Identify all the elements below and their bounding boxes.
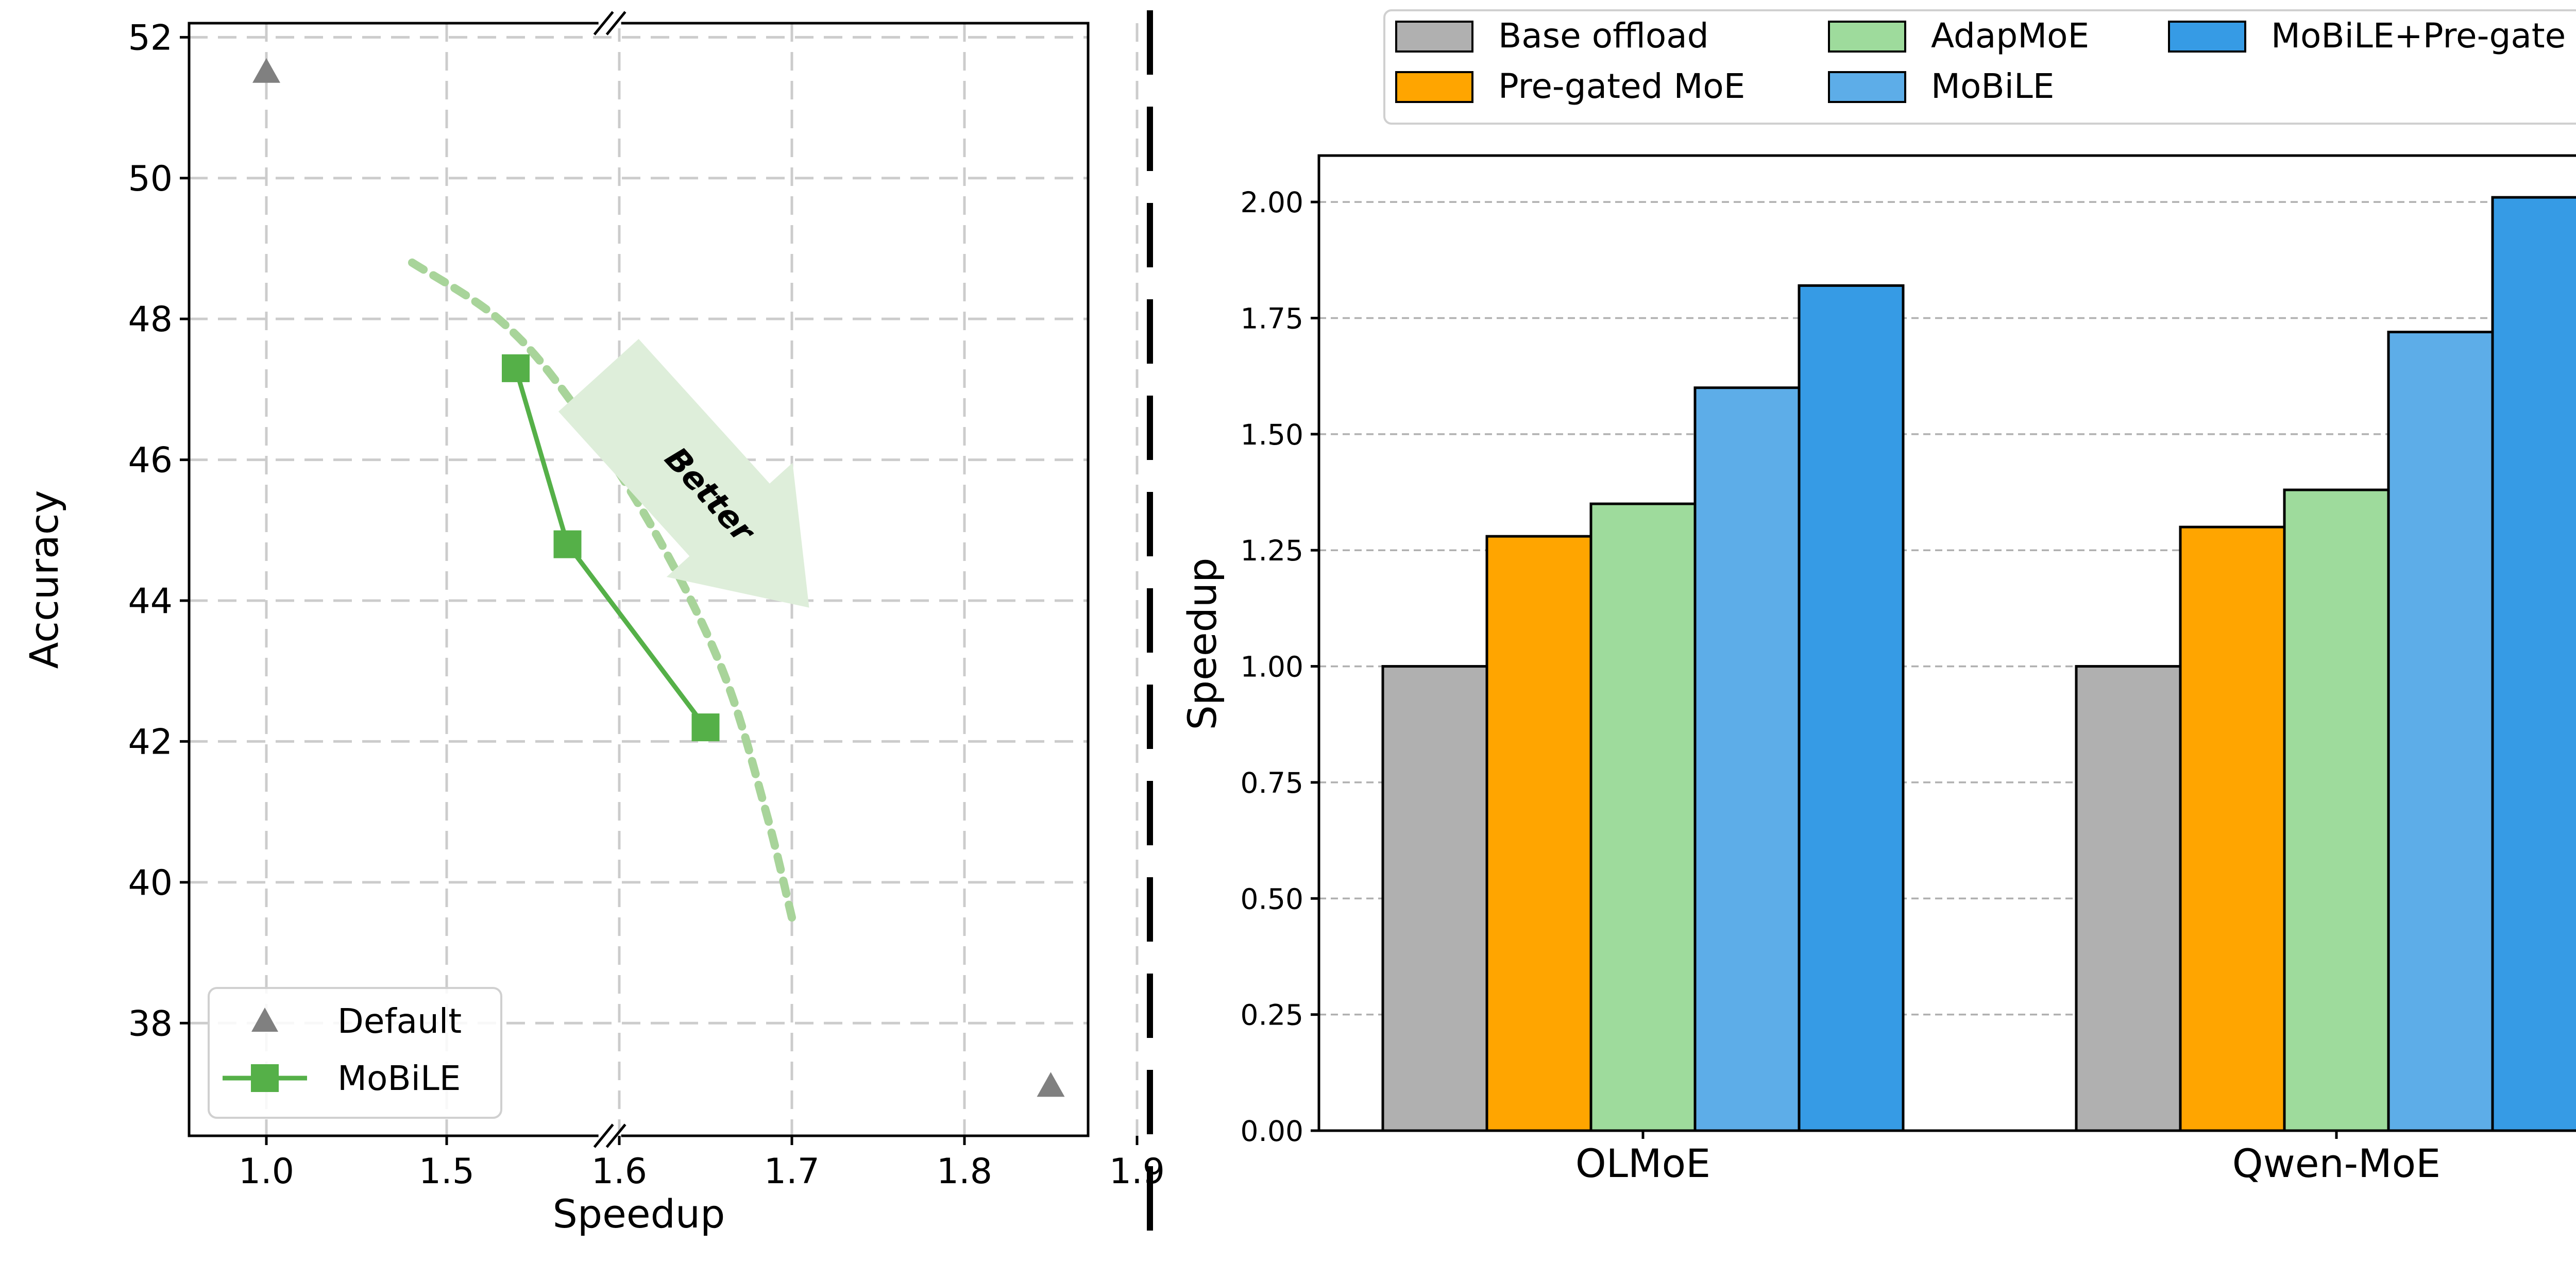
right-x-tick-label: OLMoE <box>1575 1140 1710 1186</box>
left-x-tick-label: 1.0 <box>239 1151 294 1192</box>
right-x-tick-label: Qwen-MoE <box>2232 1140 2441 1186</box>
right-y-tick-label: 0.75 <box>1241 766 1303 799</box>
left-y-ticks: 38 40 42 44 46 48 50 52 <box>128 18 189 1044</box>
right-y-tick-label: 1.75 <box>1241 302 1303 335</box>
legend-mobile-marker <box>251 1064 279 1092</box>
axis-break-slash <box>593 11 614 36</box>
default-point <box>1037 1072 1065 1097</box>
left-x-axis-label: Speedup <box>553 1191 725 1237</box>
left-x-tick-label: 1.7 <box>764 1151 820 1192</box>
right-y-tick-label: 2.00 <box>1241 186 1303 219</box>
bar-mobile <box>2387 331 2494 1132</box>
right-y-tick-label: 1.00 <box>1241 651 1303 684</box>
right-y-tick-label: 0.50 <box>1241 882 1303 915</box>
bar-mobile <box>1693 386 1801 1132</box>
left-y-tick-label: 52 <box>128 18 173 58</box>
bar-base-offload <box>2075 665 2182 1132</box>
left-x-tick-label: 1.6 <box>591 1151 647 1192</box>
bar-mobile-pre-gate <box>1798 284 1905 1132</box>
legend-swatch <box>1828 21 1906 53</box>
left-y-axis-label: Accuracy <box>21 490 67 669</box>
left-x-ticks: 1.0 1.5 1.6 1.7 1.8 1.9 <box>239 1136 1165 1192</box>
left-legend-box <box>208 987 502 1119</box>
left-y-tick-label: 44 <box>128 581 173 622</box>
legend-default-marker <box>251 1008 278 1032</box>
left-y-tick-label: 42 <box>128 722 173 762</box>
left-y-tick-label: 50 <box>128 159 173 199</box>
right-plot-frame <box>1317 154 2576 1132</box>
left-y-tick-label: 40 <box>128 863 173 903</box>
accuracy-vs-speedup-chart: Better 1.0 1.5 1.6 1.7 1.8 1.9 38 40 42 44 46 48 50… <box>21 11 1165 1237</box>
legend-label: MoBiLE+Pre-gate <box>2271 16 2566 56</box>
left-y-tick-label: 38 <box>128 1003 173 1044</box>
legend-label: Base offload <box>1498 16 1709 56</box>
right-legend-box <box>1383 9 2576 125</box>
bar-base-offload <box>1381 665 1488 1132</box>
legend-label: AdapMoE <box>1931 16 2089 56</box>
legend-swatch <box>1395 21 1473 53</box>
legend-mobile-label: MoBiLE <box>337 1059 461 1098</box>
left-legend: Default MoBiLE <box>208 987 502 1119</box>
axis-break-slash <box>605 1123 626 1148</box>
frontier-curve-path <box>408 258 796 922</box>
axis-break-slash <box>593 1123 614 1148</box>
legend-label: MoBiLE <box>1931 66 2054 106</box>
right-y-tick-label: 0.25 <box>1241 999 1303 1032</box>
better-arrow-shape <box>558 339 809 608</box>
right-legend: Base offload Pre-gated MoE AdapMoE MoBiLE Mo… <box>1383 9 2576 125</box>
left-plot-frame <box>188 22 1090 1137</box>
right-y-ticks: 0.00 0.25 0.50 0.75 1.00 1.25 1.50 1.75 2.00 <box>1241 186 1319 1148</box>
legend-swatch <box>1395 71 1473 103</box>
right-y-tick-label: 1.25 <box>1241 534 1303 567</box>
left-series <box>252 58 1065 1097</box>
bar-adapmoe <box>2283 488 2390 1132</box>
right-y-tick-label: 1.50 <box>1241 418 1303 451</box>
right-y-tick-label: 0.00 <box>1241 1115 1303 1148</box>
mobile-point <box>553 530 582 558</box>
right-y-axis-label: Speedup <box>1179 558 1225 730</box>
bar-pre-gated-moe <box>1485 535 1592 1132</box>
left-x-tick-label: 1.5 <box>419 1151 474 1192</box>
axis-break-marks <box>593 11 626 1148</box>
left-x-tick-label: 1.9 <box>1109 1151 1165 1192</box>
frontier-curve <box>408 258 796 922</box>
better-arrow: Better <box>558 339 809 608</box>
legend-swatch <box>1828 71 1906 103</box>
axis-break-slash <box>605 11 626 36</box>
left-y-tick-label: 48 <box>128 299 173 340</box>
left-gridlines <box>189 23 1139 1136</box>
right-x-ticks: OLMoE Qwen-MoE <box>1575 1131 2441 1186</box>
legend-default-label: Default <box>337 1001 462 1041</box>
bar-pre-gated-moe <box>2179 525 2286 1132</box>
default-point <box>252 58 280 83</box>
legend-label: Pre-gated MoE <box>1498 66 1745 106</box>
right-gridlines <box>1319 201 2576 1016</box>
left-y-tick-label: 46 <box>128 440 173 481</box>
mobile-point <box>502 354 530 382</box>
left-x-tick-label: 1.8 <box>937 1151 992 1192</box>
mobile-point <box>691 713 720 742</box>
legend-swatch <box>2168 21 2246 53</box>
speedup-bar-chart: 0.00 0.25 0.50 0.75 1.00 1.25 1.50 1.75 2.00 OLM… <box>1179 9 2576 1186</box>
bar-adapmoe <box>1589 502 1697 1132</box>
bar-mobile-pre-gate <box>2491 196 2576 1132</box>
right-bars <box>1381 196 2576 1132</box>
